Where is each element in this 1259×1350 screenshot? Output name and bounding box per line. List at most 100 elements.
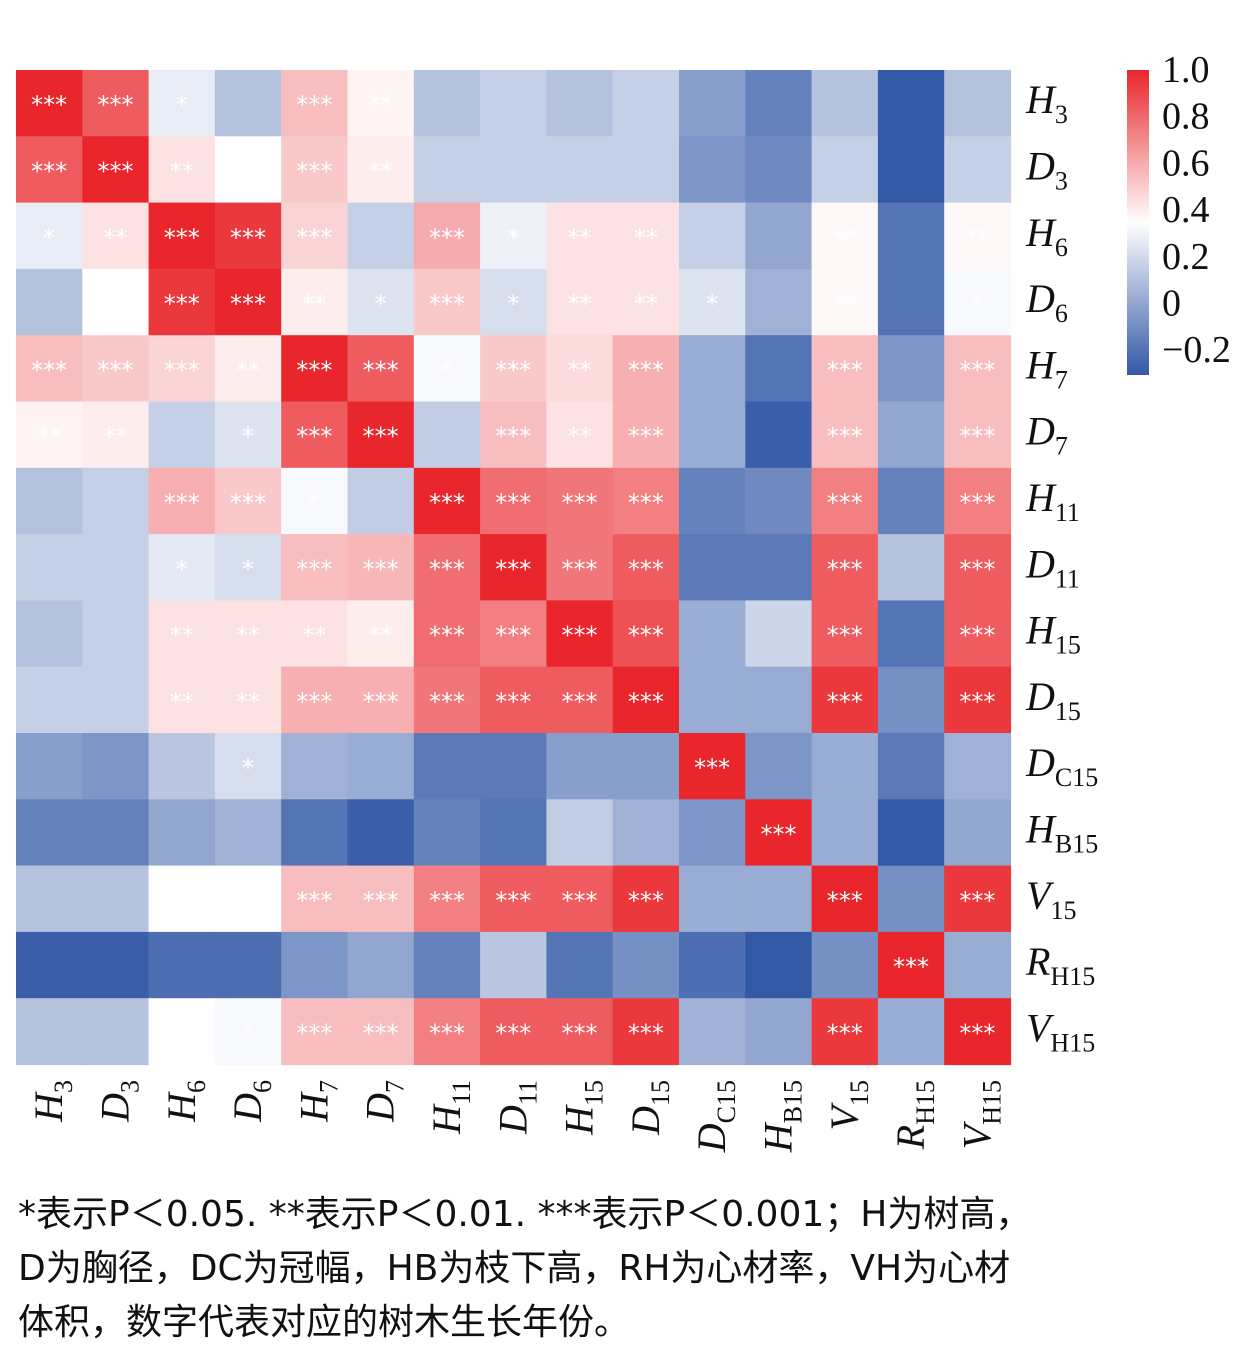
heatmap-cell (877, 136, 945, 204)
heatmap-cell (347, 799, 415, 867)
significance-label: *** (363, 356, 399, 384)
significance-label: *** (230, 489, 266, 517)
significance-label: *** (164, 290, 200, 318)
heatmap-cell (944, 865, 1012, 933)
heatmap-cell (679, 335, 746, 403)
heatmap-cell (413, 733, 481, 800)
colorbar-tick-label: 0.2 (1162, 236, 1210, 278)
heatmap-cell (148, 799, 216, 867)
heatmap-cell (679, 534, 746, 601)
significance-label: ** (568, 423, 592, 451)
heatmap-cell (82, 401, 150, 469)
significance-label: *** (164, 489, 200, 517)
significance-label: *** (760, 820, 796, 848)
heatmap-cell (944, 335, 1012, 403)
row-label: DC15 (1025, 740, 1098, 792)
significance-label: *** (296, 356, 332, 384)
heatmap-cell (811, 202, 879, 270)
correlation-heatmap-figure: *** *** * *** ***** *** ** ** *** *** ** *** *** *** *… (16, 49, 1231, 1153)
significance-label: ** (103, 290, 127, 318)
heatmap-cell (413, 268, 481, 336)
heatmap-cell (877, 865, 945, 933)
heatmap-cell (612, 467, 680, 535)
heatmap-cell (281, 998, 349, 1066)
heatmap-cell (612, 666, 680, 734)
significance-label: *** (429, 290, 465, 318)
heatmap-cell (877, 268, 945, 336)
heatmap-cell (82, 335, 150, 403)
heatmap-cell (413, 136, 481, 204)
row-label: D15 (1025, 674, 1081, 726)
heatmap-cell (679, 600, 746, 668)
significance-label: *** (495, 688, 531, 716)
heatmap-cell (148, 70, 216, 137)
heatmap-cell (546, 136, 614, 204)
heatmap-cell (347, 733, 415, 800)
significance-label: *** (628, 489, 664, 517)
heatmap-cell (214, 998, 282, 1066)
heatmap-cell (347, 401, 415, 469)
significance-label: *** (959, 688, 995, 716)
significance-label: *** (31, 91, 67, 119)
heatmap-cell (612, 733, 680, 800)
significance-label: * (242, 754, 254, 782)
heatmap-cell (82, 202, 150, 270)
significance-label: *** (628, 356, 664, 384)
heatmap-cell (16, 600, 83, 668)
significance-label: ** (170, 157, 194, 185)
heatmap-cell (281, 534, 349, 601)
heatmap-cell (612, 931, 680, 999)
heatmap-cell (148, 202, 216, 270)
column-label: D11 (490, 1080, 542, 1135)
significance-label: *** (296, 688, 332, 716)
heatmap-cell (16, 335, 83, 403)
significance-label: ** (369, 91, 393, 119)
significance-label: *** (562, 555, 598, 583)
heatmap-cell (745, 136, 813, 204)
heatmap-cell (214, 467, 282, 535)
heatmap-cell (480, 401, 547, 469)
significance-label: *** (628, 887, 664, 915)
significance-label: ** (833, 224, 857, 252)
heatmap-cell (811, 335, 879, 403)
heatmap-cell (811, 865, 879, 933)
colorbar-tick-label: 0.4 (1162, 189, 1210, 231)
significance-label: *** (959, 423, 995, 451)
significance-label: *** (429, 688, 465, 716)
heatmap-cell (877, 202, 945, 270)
significance-label: ** (236, 356, 260, 384)
heatmap-cell (16, 467, 83, 535)
heatmap-cell (214, 666, 282, 734)
heatmap-cell (413, 70, 481, 137)
heatmap-cell (82, 733, 150, 800)
heatmap-cell (413, 202, 481, 270)
heatmap-cell (16, 733, 83, 800)
heatmap-cell (745, 865, 813, 933)
heatmap-cell (612, 268, 680, 336)
heatmap-cell (281, 268, 349, 336)
significance-label: *** (429, 555, 465, 583)
significance-label: *** (363, 1019, 399, 1047)
significance-label: ** (568, 224, 592, 252)
significance-label: *** (363, 555, 399, 583)
heatmap-cell (877, 467, 945, 535)
heatmap-cell (480, 534, 547, 601)
heatmap-cell (944, 401, 1012, 469)
heatmap-cell (546, 202, 614, 270)
colorbar-tick-label: −0.2 (1162, 329, 1231, 371)
significance-label: *** (562, 622, 598, 650)
heatmap-cell (82, 931, 150, 999)
significance-label: *** (429, 887, 465, 915)
heatmap-cell (944, 534, 1012, 601)
heatmap-cell (214, 202, 282, 270)
heatmap-cell (546, 335, 614, 403)
heatmap-cell (281, 202, 349, 270)
significance-label: *** (827, 622, 863, 650)
significance-label: ** (170, 688, 194, 716)
heatmap-cell (148, 136, 216, 204)
heatmap-cell (546, 998, 614, 1066)
significance-label: *** (429, 622, 465, 650)
significance-label: *** (97, 157, 133, 185)
row-label: D3 (1025, 143, 1068, 195)
row-label: V15 (1026, 873, 1076, 925)
